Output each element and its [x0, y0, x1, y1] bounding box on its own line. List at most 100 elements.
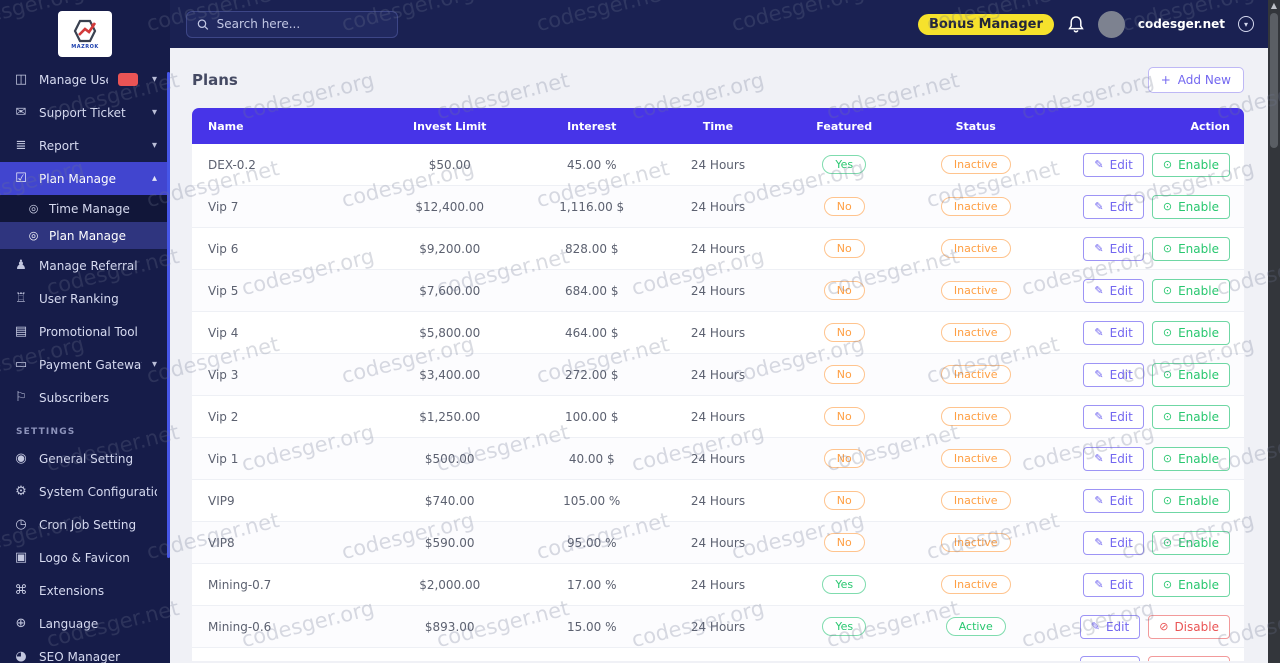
sidebar-item-subscribers[interactable]: ⚐ Subscribers — [0, 381, 170, 414]
enable-button[interactable]: ⊙ Enable — [1151, 362, 1230, 387]
edit-button[interactable]: ✎Edit — [1083, 446, 1144, 471]
cell-time: 24 Hours — [690, 241, 746, 256]
brand-logo[interactable]: MAZROK — [58, 11, 112, 57]
notification-badge — [117, 73, 138, 86]
enable-button[interactable]: ⊙ Enable — [1151, 236, 1230, 261]
enable-button[interactable]: ⊙ Enable — [1151, 404, 1230, 429]
edit-button[interactable]: ✎Edit — [1083, 194, 1144, 219]
circle-dot-icon: ◎ — [28, 229, 39, 242]
cell-action: ✎ Edit ⊘ Disable — [1044, 614, 1244, 639]
edit-button[interactable]: ✎Edit — [1083, 488, 1144, 513]
seo-icon: ◕ — [15, 649, 27, 663]
sidebar-item-manage-referral[interactable]: ♟ Manage Referral — [0, 249, 170, 282]
sidebar-item-label: Cron Job Setting — [39, 517, 137, 532]
user-menu-chevron-icon[interactable]: ▾ — [1238, 16, 1254, 32]
button-label: Edit — [1109, 577, 1133, 592]
cell-interest: 464.00 $ — [565, 325, 619, 340]
enable-button[interactable]: ⊙ Enable — [1151, 488, 1230, 513]
sidebar-scrollbar[interactable] — [167, 72, 170, 558]
sidebar-item-extensions[interactable]: ⌘ Extensions — [0, 574, 170, 607]
eye-icon: ⊙ — [1162, 578, 1173, 591]
edit-button[interactable]: ✎Edit — [1083, 362, 1144, 387]
enable-button[interactable]: ⊙ Enable — [1151, 446, 1230, 471]
status-badge: Active — [945, 617, 1006, 636]
sidebar-item-plan-manage[interactable]: ☑ Plan Manage ▴ — [0, 162, 170, 195]
bonus-manager-button[interactable]: Bonus Manager — [917, 13, 1054, 35]
cell-featured: No — [781, 281, 907, 300]
enable-button[interactable]: ⊙ Enable — [1151, 194, 1230, 219]
brand-logo-text: MAZROK — [71, 43, 99, 50]
cell-action: ✎ Edit ⊙ Enable — [1044, 152, 1244, 177]
button-label: Disable — [1174, 619, 1219, 634]
eye-icon: ⊙ — [1162, 368, 1173, 381]
eye-icon: ⊙ — [1162, 410, 1173, 423]
sidebar-item-logo-favicon[interactable]: ▣ Logo & Favicon — [0, 541, 170, 574]
page-scrollbar[interactable]: ▲ — [1268, 0, 1280, 663]
disable-button[interactable]: ⊘Disable — [1148, 656, 1230, 661]
status-badge: Inactive — [940, 281, 1011, 300]
sidebar-item-system-configuration[interactable]: ⚙ System Configuration — [0, 475, 170, 508]
notification-bell-icon[interactable] — [1067, 15, 1085, 34]
sidebar-item-user-ranking[interactable]: ♖ User Ranking — [0, 282, 170, 315]
sidebar-item-cron-job-setting[interactable]: ◷ Cron Job Setting — [0, 508, 170, 541]
sidebar-item-promotional-tool[interactable]: ▤ Promotional Tool — [0, 315, 170, 348]
table-row: Vip 4 $5,800.00 464.00 $ 24 Hours No Inactive… — [192, 312, 1244, 354]
cell-action: ✎ Edit ⊙ Enable — [1044, 446, 1244, 471]
edit-button[interactable]: ✎Edit — [1083, 278, 1144, 303]
sidebar-item-language[interactable]: ⊕ Language — [0, 607, 170, 640]
add-new-button[interactable]: + Add New — [1147, 67, 1244, 93]
cell-interest: 95.00 % — [566, 535, 617, 550]
edit-button[interactable]: ✎Edit — [1083, 152, 1144, 177]
cell-name: DEX-0.2 — [208, 157, 256, 172]
cell-invest-limit: $893.00 — [424, 619, 475, 634]
logo-favicon-icon: ▣ — [14, 550, 28, 565]
cell-interest: 828.00 $ — [565, 241, 619, 256]
edit-button[interactable]: ✎Edit — [1083, 572, 1144, 597]
cell-interest: 105.00 % — [563, 493, 621, 508]
pencil-icon: ✎ — [1094, 200, 1104, 213]
sidebar-item-general-setting[interactable]: ◉ General Setting — [0, 442, 170, 475]
circle-dot-icon: ◎ — [28, 202, 39, 215]
sidebar-item-support-ticket[interactable]: ✉ Support Ticket ▾ — [0, 96, 170, 129]
scrollbar-thumb[interactable] — [1270, 13, 1278, 148]
edit-button[interactable]: ✎Edit — [1079, 614, 1141, 639]
enable-button[interactable]: ⊙ Enable — [1151, 530, 1230, 555]
search-box[interactable] — [186, 10, 398, 38]
edit-button[interactable]: ✎Edit — [1083, 404, 1144, 429]
edit-button[interactable]: ✎Edit — [1083, 530, 1144, 555]
cell-featured: No — [781, 197, 907, 216]
sidebar: MAZROK ◫ Manage Users ▾ ✉ Support Ticket ▾ ≣ Re… — [0, 0, 170, 663]
sidebar-item-report[interactable]: ≣ Report ▾ — [0, 129, 170, 162]
cell-status: Active — [907, 617, 1044, 636]
edit-button[interactable]: ✎Edit — [1083, 320, 1144, 345]
sidebar-item-label: Extensions — [39, 583, 105, 598]
enable-button[interactable]: ⊙ Enable — [1151, 572, 1230, 597]
enable-button[interactable]: ⊙ Enable — [1151, 320, 1230, 345]
enable-button[interactable]: ⊙ Enable — [1151, 278, 1230, 303]
sidebar-subitem-time-manage[interactable]: ◎ Time Manage — [0, 195, 170, 222]
sidebar-item-seo-manager[interactable]: ◕ SEO Manager — [0, 640, 170, 663]
button-label: Enable — [1178, 535, 1219, 550]
featured-badge: Yes — [822, 617, 867, 636]
sidebar-subitem-plan-manage[interactable]: ◎ Plan Manage — [0, 222, 170, 249]
sidebar-item-payment-gateways[interactable]: ▭ Payment Gateways ▾ — [0, 348, 170, 381]
user-avatar[interactable] — [1097, 10, 1125, 38]
scrollbar-up-arrow-icon[interactable]: ▲ — [1270, 1, 1278, 10]
chevron-down-icon: ▾ — [151, 74, 157, 85]
featured-badge: No — [823, 281, 865, 300]
search-input[interactable] — [216, 17, 387, 31]
sidebar-item-label: Payment Gateways — [39, 357, 142, 372]
button-label: Edit — [1109, 367, 1133, 382]
cell-action: ✎ Edit ⊙ Enable — [1044, 404, 1244, 429]
featured-badge: No — [823, 239, 865, 258]
edit-button[interactable]: ✎Edit — [1083, 236, 1144, 261]
cell-name: Vip 5 — [208, 283, 239, 298]
status-badge: Inactive — [940, 155, 1011, 174]
sidebar-item-manage-users[interactable]: ◫ Manage Users ▾ — [0, 63, 170, 96]
cell-action: ✎ Edit ⊙ Enable — [1044, 488, 1244, 513]
enable-button[interactable]: ⊙ Enable — [1151, 152, 1230, 177]
edit-button[interactable]: ✎Edit — [1079, 656, 1141, 661]
featured-badge: No — [823, 197, 865, 216]
disable-button[interactable]: ⊘Disable — [1148, 614, 1230, 639]
button-label: Edit — [1109, 157, 1133, 172]
